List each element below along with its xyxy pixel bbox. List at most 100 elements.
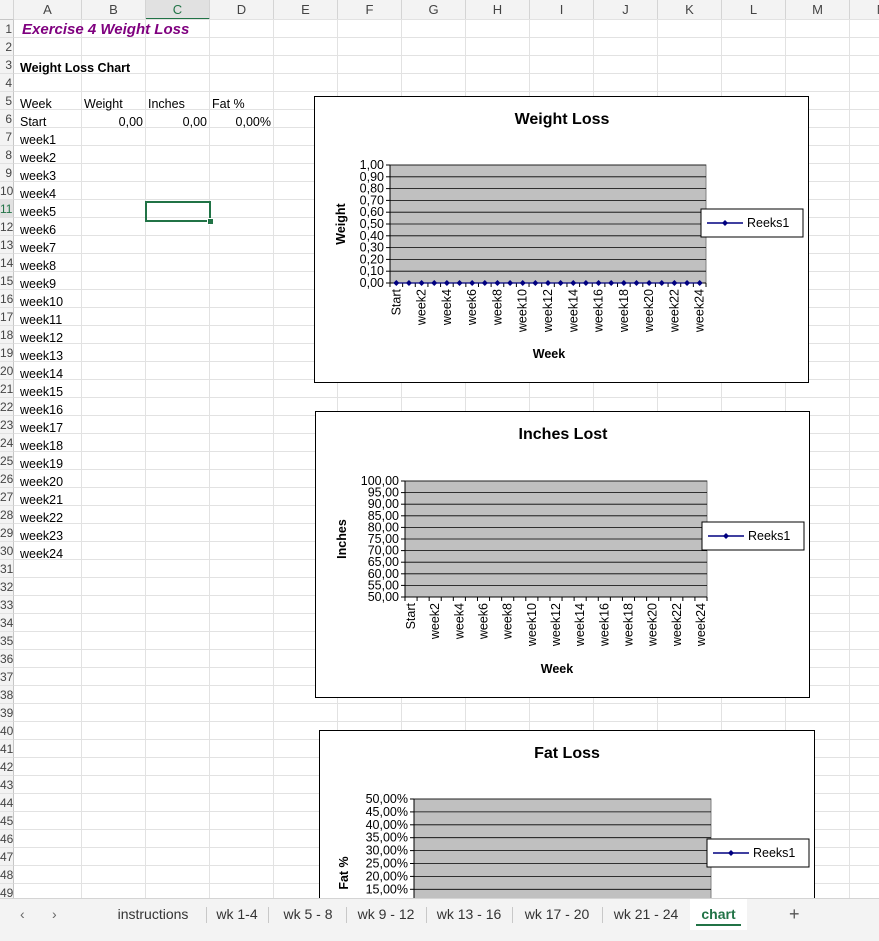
header-fat[interactable]: Fat % [212,97,245,111]
row-header-47[interactable]: 47 [0,848,14,866]
column-header-n[interactable]: N [850,0,879,20]
row-header-29[interactable]: 29 [0,524,14,542]
column-header-i[interactable]: I [530,0,594,20]
row-header-31[interactable]: 31 [0,560,14,578]
row-header-30[interactable]: 30 [0,542,14,560]
select-all-corner[interactable] [0,0,14,20]
row-header-48[interactable]: 48 [0,866,14,884]
row-header-38[interactable]: 38 [0,686,14,704]
row-header-44[interactable]: 44 [0,794,14,812]
week-label[interactable]: week10 [20,295,64,309]
week-label[interactable]: week7 [20,241,57,255]
week-label[interactable]: week21 [20,493,64,507]
week-label[interactable]: week14 [20,367,64,381]
week-label[interactable]: week5 [20,205,57,219]
week-label[interactable]: week3 [20,169,57,183]
start-inches[interactable]: 0,00 [182,115,207,129]
week-label[interactable]: week13 [20,349,64,363]
row-header-7[interactable]: 7 [0,128,14,146]
sheet-tab-wk17-20[interactable]: wk 17 - 20 [512,899,602,930]
column-header-e[interactable]: E [274,0,338,20]
active-cell[interactable] [145,201,211,222]
sheet-title[interactable]: Exercise 4 Weight Loss [22,21,190,38]
week-label[interactable]: week22 [20,511,64,525]
sheet-tab-wk9-12[interactable]: wk 9 - 12 [346,899,426,930]
row-header-13[interactable]: 13 [0,236,14,254]
week-label[interactable]: week16 [20,403,64,417]
column-header-d[interactable]: D [210,0,274,20]
row-header-14[interactable]: 14 [0,254,14,272]
row-header-33[interactable]: 33 [0,596,14,614]
week-label[interactable]: week8 [20,259,57,273]
column-header-f[interactable]: F [338,0,402,20]
row-header-17[interactable]: 17 [0,308,14,326]
week-label[interactable]: week1 [20,133,57,147]
row-header-5[interactable]: 5 [0,92,14,110]
sheet-tab-wk1-4[interactable]: wk 1-4 [206,899,268,930]
row-header-42[interactable]: 42 [0,758,14,776]
row-header-21[interactable]: 21 [0,380,14,398]
row-header-16[interactable]: 16 [0,290,14,308]
start-label[interactable]: Start [20,115,47,129]
row-header-12[interactable]: 12 [0,218,14,236]
week-label[interactable]: week2 [20,151,57,165]
column-header-h[interactable]: H [466,0,530,20]
column-header-k[interactable]: K [658,0,722,20]
row-header-49[interactable]: 49 [0,884,14,898]
row-header-28[interactable]: 28 [0,506,14,524]
row-header-26[interactable]: 26 [0,470,14,488]
worksheet-grid[interactable]: ABCDEFGHIJKLMN 1234567891011121314151617… [0,0,879,898]
column-header-g[interactable]: G [402,0,466,20]
row-header-32[interactable]: 32 [0,578,14,596]
add-sheet-icon[interactable]: + [789,904,800,924]
fill-handle[interactable] [207,218,214,225]
column-header-a[interactable]: A [14,0,82,20]
week-label[interactable]: week24 [20,547,64,561]
row-header-27[interactable]: 27 [0,488,14,506]
row-header-46[interactable]: 46 [0,830,14,848]
row-header-8[interactable]: 8 [0,146,14,164]
next-sheet-icon[interactable]: › [52,906,57,922]
row-header-18[interactable]: 18 [0,326,14,344]
row-header-19[interactable]: 19 [0,344,14,362]
column-header-c[interactable]: C [146,0,210,20]
start-fat[interactable]: 0,00% [235,115,271,129]
sheet-tab-instructions[interactable]: instructions [100,899,206,930]
row-header-2[interactable]: 2 [0,38,14,56]
row-header-6[interactable]: 6 [0,110,14,128]
row-header-3[interactable]: 3 [0,56,14,74]
week-label[interactable]: week23 [20,529,64,543]
row-header-22[interactable]: 22 [0,398,14,416]
row-header-23[interactable]: 23 [0,416,14,434]
column-header-j[interactable]: J [594,0,658,20]
row-header-36[interactable]: 36 [0,650,14,668]
row-header-39[interactable]: 39 [0,704,14,722]
sheet-tab-chart[interactable]: chart [690,899,747,930]
row-header-20[interactable]: 20 [0,362,14,380]
sheet-tab-wk5-8[interactable]: wk 5 - 8 [270,899,346,930]
sheet-tab-wk21-24[interactable]: wk 21 - 24 [602,899,690,930]
row-header-37[interactable]: 37 [0,668,14,686]
inches-lost-chart[interactable]: Inches Lost 100,00 95,00 90,00 85,00 80,00 75,… [315,411,810,698]
column-header-b[interactable]: B [82,0,146,20]
header-week[interactable]: Week [20,97,52,111]
column-header-l[interactable]: L [722,0,786,20]
week-label[interactable]: week17 [20,421,64,435]
week-label[interactable]: week12 [20,331,64,345]
week-label[interactable]: week11 [20,313,63,327]
start-weight[interactable]: 0,00 [118,115,143,129]
row-header-40[interactable]: 40 [0,722,14,740]
row-header-4[interactable]: 4 [0,74,14,92]
row-header-43[interactable]: 43 [0,776,14,794]
row-header-34[interactable]: 34 [0,614,14,632]
prev-sheet-icon[interactable]: ‹ [20,906,25,922]
row-header-1[interactable]: 1 [0,20,14,38]
row-header-45[interactable]: 45 [0,812,14,830]
fat-loss-chart[interactable]: Fat Loss 50,00% 45,00% 40,00% 35,00% 30,00% 25… [319,730,815,898]
row-header-41[interactable]: 41 [0,740,14,758]
week-label[interactable]: week6 [20,223,57,237]
row-header-25[interactable]: 25 [0,452,14,470]
row-header-11[interactable]: 11 [0,200,14,218]
row-header-15[interactable]: 15 [0,272,14,290]
header-weight[interactable]: Weight [84,97,123,111]
